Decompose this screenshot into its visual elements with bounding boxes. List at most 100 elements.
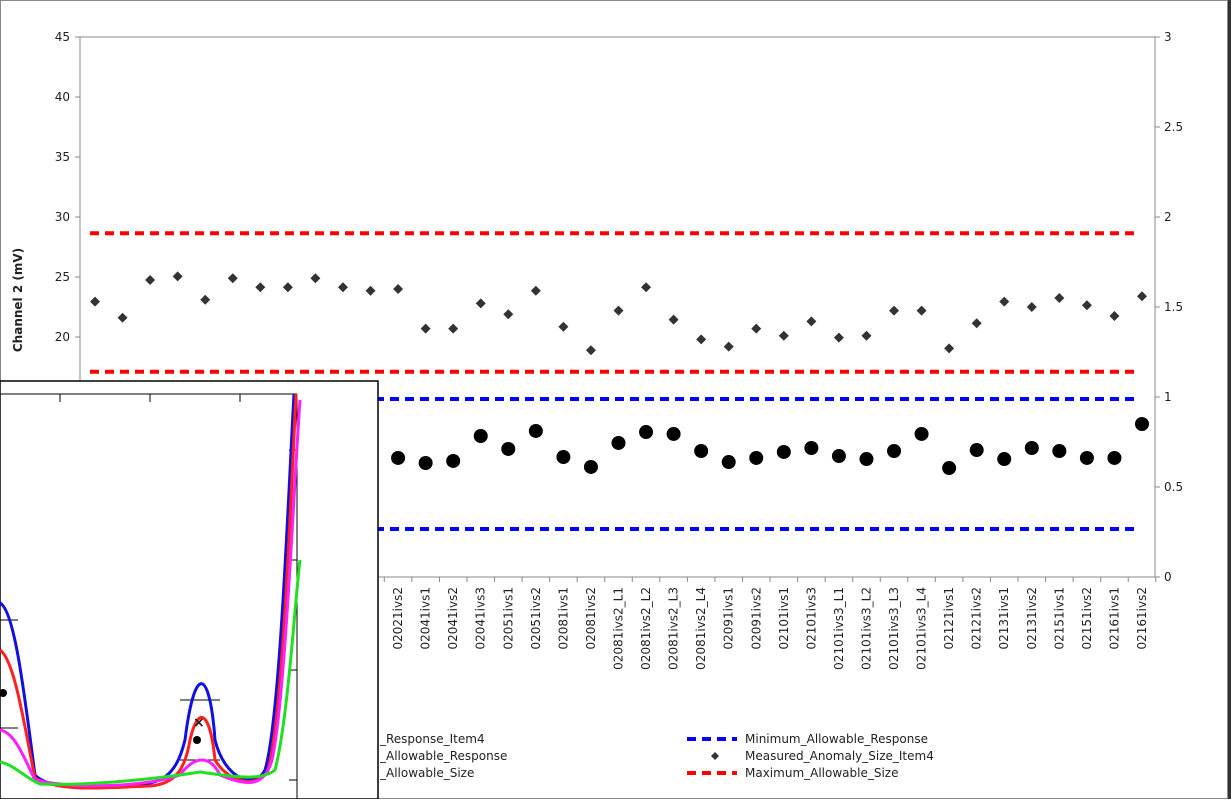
x-tick-label: 02081ivs2 (584, 587, 598, 650)
point (778, 330, 789, 341)
point (501, 441, 516, 456)
point (613, 305, 624, 316)
point (999, 296, 1010, 307)
legend-label: Measured_Anomaly_Size_Item4 (745, 749, 934, 763)
point (1024, 441, 1039, 455)
legend-label: Maximum_Allowable_Size (745, 766, 898, 780)
x-tick-label: 02081ivs2_L3 (667, 587, 681, 670)
point (475, 298, 486, 309)
point (859, 452, 874, 467)
y2-tick-label: 3 (1164, 30, 1172, 44)
point (418, 456, 433, 470)
marks: 20 25 30 35 40 45 0 0.5 1 1.5 2 2.5 3 02021ivs2 02041i… (55, 30, 1183, 670)
x-tick-label: 02161ivs1 (1107, 587, 1121, 650)
legend: _Response_Item4 _Allowable_Response _Allow… (322, 732, 934, 780)
x-tick-label: 02121ivs2 (970, 587, 984, 650)
point (668, 314, 679, 325)
y2-tick-label: 1.5 (1164, 300, 1183, 314)
x-tick-label: 02151ivs1 (1052, 587, 1066, 650)
point (666, 426, 681, 441)
point (694, 444, 709, 458)
y2-tick-label: 0.5 (1164, 480, 1183, 494)
window-edge (1228, 0, 1231, 799)
point (997, 452, 1012, 467)
y2-tick-label: 1 (1164, 390, 1172, 404)
point (776, 444, 791, 459)
x-tick-label: 02161ivs2 (1135, 587, 1149, 650)
point (971, 318, 982, 329)
point (503, 309, 514, 320)
point (558, 321, 569, 332)
x-tick-label: 02101ivs3_L2 (859, 587, 873, 670)
x-tick-label: 02021ivs2 (391, 587, 405, 650)
x-tick-label: 02101ivs3_L3 (887, 587, 901, 670)
legend-label: _Allowable_Size (379, 766, 474, 780)
point (446, 453, 461, 468)
point (282, 282, 293, 293)
x-tick-label: 02151ivs2 (1080, 587, 1094, 650)
point (200, 294, 211, 305)
x-tick-label: 02131ivs2 (1025, 587, 1039, 650)
point (227, 273, 238, 284)
inset-curve (0, 559, 302, 786)
point (696, 334, 707, 345)
point (804, 441, 819, 455)
point (751, 323, 762, 334)
x-tick-label: 02051ivs2 (529, 587, 543, 650)
point (528, 423, 543, 438)
legend-label: _Response_Item4 (379, 732, 485, 746)
point (255, 282, 266, 293)
point (391, 450, 406, 465)
legend-swatch (711, 752, 719, 760)
x-tick-label: 02101ivs3 (804, 587, 818, 650)
point (473, 429, 488, 443)
point (1137, 291, 1147, 302)
y-tick-label: 30 (55, 210, 70, 224)
y2-tick-label: 2 (1164, 210, 1172, 224)
point (944, 343, 955, 354)
point (749, 450, 764, 465)
x-tick-label: 02041ivs2 (446, 587, 460, 650)
x-tick-label: 02081ivs1 (556, 587, 570, 650)
inset-cross: × (193, 715, 205, 731)
point (583, 459, 598, 474)
x-tick-label: 02101ivs3_L1 (832, 587, 846, 670)
x-tick-label: 02081ivs2_L2 (639, 587, 653, 670)
point (1107, 450, 1122, 465)
x-tick-label: 02101ivs3_L4 (915, 587, 929, 670)
point (833, 332, 844, 343)
point (420, 323, 431, 334)
point (1109, 311, 1120, 321)
point (887, 444, 902, 458)
point (942, 461, 957, 476)
y-tick-label: 40 (55, 90, 70, 104)
x-tick-label: 02081ivs2_L4 (694, 587, 708, 670)
x-tick-label: 02051ivs1 (501, 587, 515, 650)
y-tick-label: 45 (55, 30, 70, 44)
point (90, 296, 100, 307)
point (117, 312, 128, 323)
point (969, 443, 984, 458)
point (889, 305, 900, 316)
point (914, 426, 929, 441)
point (611, 435, 626, 450)
y-tick-label: 35 (55, 150, 70, 164)
point (723, 341, 734, 352)
x-tick-label: 02041ivs1 (419, 587, 433, 650)
inset-plot: × (0, 380, 379, 800)
legend-label: Minimum_Allowable_Response (745, 732, 928, 746)
point (806, 316, 817, 327)
inset-frame (0, 380, 379, 800)
point (365, 285, 376, 296)
legend-label: _Allowable_Response (379, 749, 507, 763)
point (1135, 417, 1149, 431)
x-tick-label: 02081ivs2_L1 (612, 587, 626, 670)
point (172, 271, 183, 282)
x-tick-label: 02091ivs1 (722, 587, 736, 650)
point (448, 323, 459, 334)
x-tick-label: 02091ivs2 (749, 587, 763, 650)
point (310, 273, 321, 284)
y-tick-label: 25 (55, 270, 70, 284)
point (1054, 293, 1065, 303)
